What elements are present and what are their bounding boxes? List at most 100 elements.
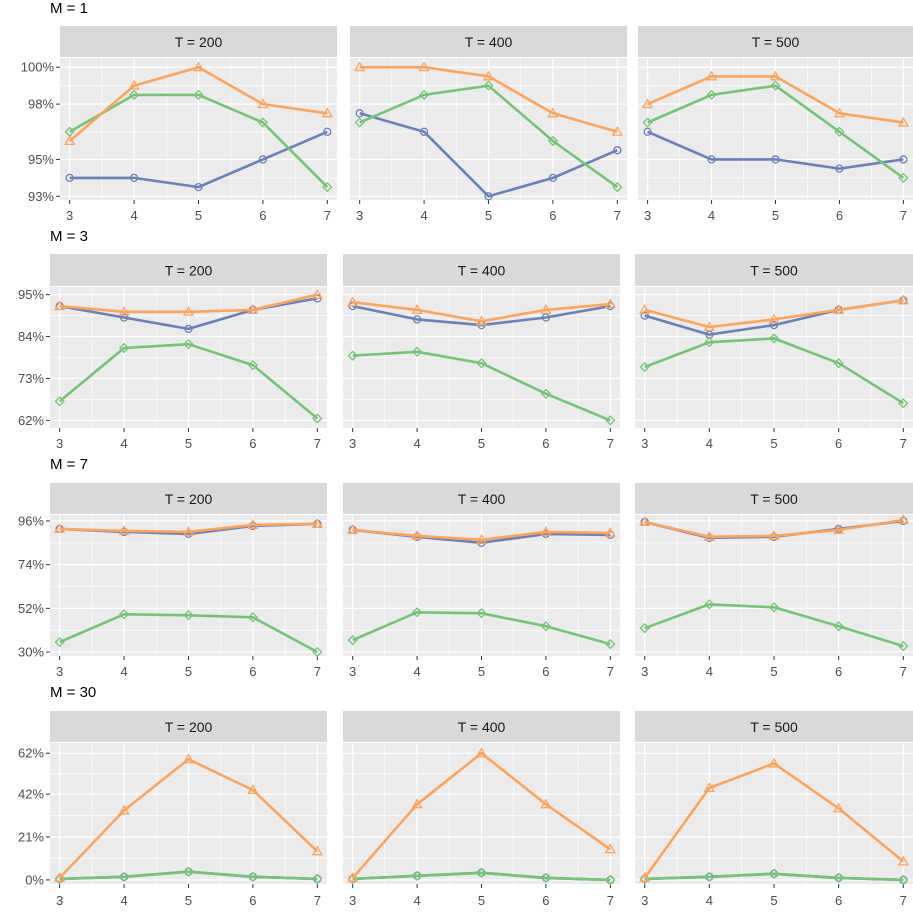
data-point-orange — [639, 304, 651, 314]
data-point-orange — [54, 872, 66, 882]
facet-strip — [635, 711, 913, 742]
data-point-orange — [475, 315, 488, 326]
series-line-orange — [359, 65, 618, 134]
data-point-green — [312, 646, 323, 658]
data-point-green — [547, 135, 559, 147]
y-tick-label: 73% — [18, 371, 44, 386]
data-point-orange — [182, 526, 195, 536]
data-point-green — [706, 89, 717, 101]
data-point-green — [639, 361, 650, 373]
data-point-green — [183, 610, 194, 621]
facet-strip — [635, 483, 913, 514]
data-point-green — [898, 172, 909, 183]
data-point-blue — [119, 313, 129, 322]
series-line-orange — [647, 75, 904, 124]
data-point-green — [898, 874, 909, 886]
x-tick-label: 7 — [314, 664, 321, 679]
data-point-green — [834, 126, 845, 137]
y-tick-label: 42% — [18, 787, 44, 802]
x-tick-label: 4 — [708, 208, 715, 223]
data-point-orange — [897, 294, 909, 305]
x-tick-label: 7 — [900, 664, 907, 679]
data-point-orange — [311, 288, 323, 299]
series-line-blue — [69, 130, 328, 189]
y-tick-label: 98% — [28, 97, 54, 112]
data-point-blue — [323, 127, 332, 136]
x-tick-label: 6 — [549, 208, 556, 223]
facet-strip-label: T = 400 — [465, 34, 513, 50]
data-point-green — [898, 640, 909, 652]
x-tick-label: 4 — [706, 436, 713, 451]
data-point-orange — [54, 300, 66, 311]
series-line-green — [352, 350, 611, 422]
data-point-green — [247, 871, 259, 882]
facet-strip-label: T = 500 — [750, 719, 798, 735]
data-point-orange — [411, 798, 423, 809]
facet-strip-label: T = 200 — [175, 34, 223, 50]
x-tick-label: 3 — [641, 664, 648, 679]
y-tick-label: 74% — [18, 557, 44, 572]
data-point-orange — [247, 304, 259, 314]
facet-strip — [343, 483, 620, 514]
data-point-orange — [604, 298, 616, 309]
y-tick-label: 52% — [18, 601, 44, 616]
data-point-green — [418, 89, 430, 101]
y-tick-label: 100% — [21, 60, 55, 75]
data-point-green — [411, 870, 423, 881]
facet-strip-label: T = 500 — [752, 34, 800, 50]
x-tick-label: 4 — [706, 664, 713, 679]
row-title: M = 30 — [50, 684, 96, 701]
x-tick-label: 6 — [542, 893, 549, 908]
y-tick-label: 95% — [28, 152, 54, 167]
data-point-orange — [347, 524, 359, 534]
data-point-blue — [640, 311, 649, 320]
data-point-green — [193, 89, 204, 101]
data-point-green — [347, 634, 358, 646]
y-tick-label: 30% — [18, 645, 44, 660]
series-line-orange — [644, 518, 904, 539]
data-point-orange — [639, 516, 651, 526]
series-line-orange — [59, 522, 318, 534]
data-point-orange — [641, 98, 654, 109]
data-point-blue — [771, 155, 780, 164]
data-point-green — [605, 874, 616, 886]
row-title: M = 3 — [50, 228, 88, 245]
data-point-orange — [705, 70, 718, 81]
data-point-orange — [540, 798, 552, 809]
facet-strip-label: T = 400 — [458, 491, 506, 507]
x-tick-label: 7 — [900, 208, 907, 223]
data-point-orange — [897, 116, 910, 127]
x-tick-label: 4 — [130, 208, 137, 223]
data-point-orange — [311, 845, 323, 856]
facet-panel: T = 400 3 4 5 6 7 — [343, 254, 620, 451]
row-title: M = 1 — [50, 0, 88, 17]
x-tick-label: 5 — [195, 208, 202, 223]
series-line-orange — [351, 751, 612, 879]
x-tick-label: 3 — [349, 436, 356, 451]
data-point-orange — [128, 79, 140, 90]
series-line-orange — [352, 528, 611, 542]
x-tick-label: 6 — [249, 893, 256, 908]
x-tick-label: 4 — [706, 893, 713, 908]
y-tick-label: 21% — [18, 830, 44, 845]
facet-panel: T = 500 3 4 5 6 7 — [635, 483, 913, 679]
data-point-orange — [611, 125, 623, 136]
data-point-orange — [257, 98, 269, 109]
series-line-green — [644, 337, 904, 405]
data-point-orange — [118, 525, 130, 535]
series-line-green — [69, 93, 329, 189]
facet-panel: T = 200 3 4 5 6 7 — [50, 254, 327, 451]
facet-strip-label: T = 400 — [458, 263, 506, 279]
data-point-blue — [548, 173, 558, 183]
x-tick-label: 4 — [413, 436, 420, 451]
y-tick-label: 62% — [18, 746, 44, 761]
x-tick-label: 7 — [324, 208, 331, 223]
data-point-green — [833, 872, 844, 883]
data-point-green — [770, 80, 781, 91]
series-line-green — [359, 84, 619, 189]
facet-strip — [343, 254, 620, 286]
data-point-green — [833, 358, 844, 369]
x-tick-label: 5 — [770, 436, 777, 451]
data-point-orange — [833, 107, 846, 118]
